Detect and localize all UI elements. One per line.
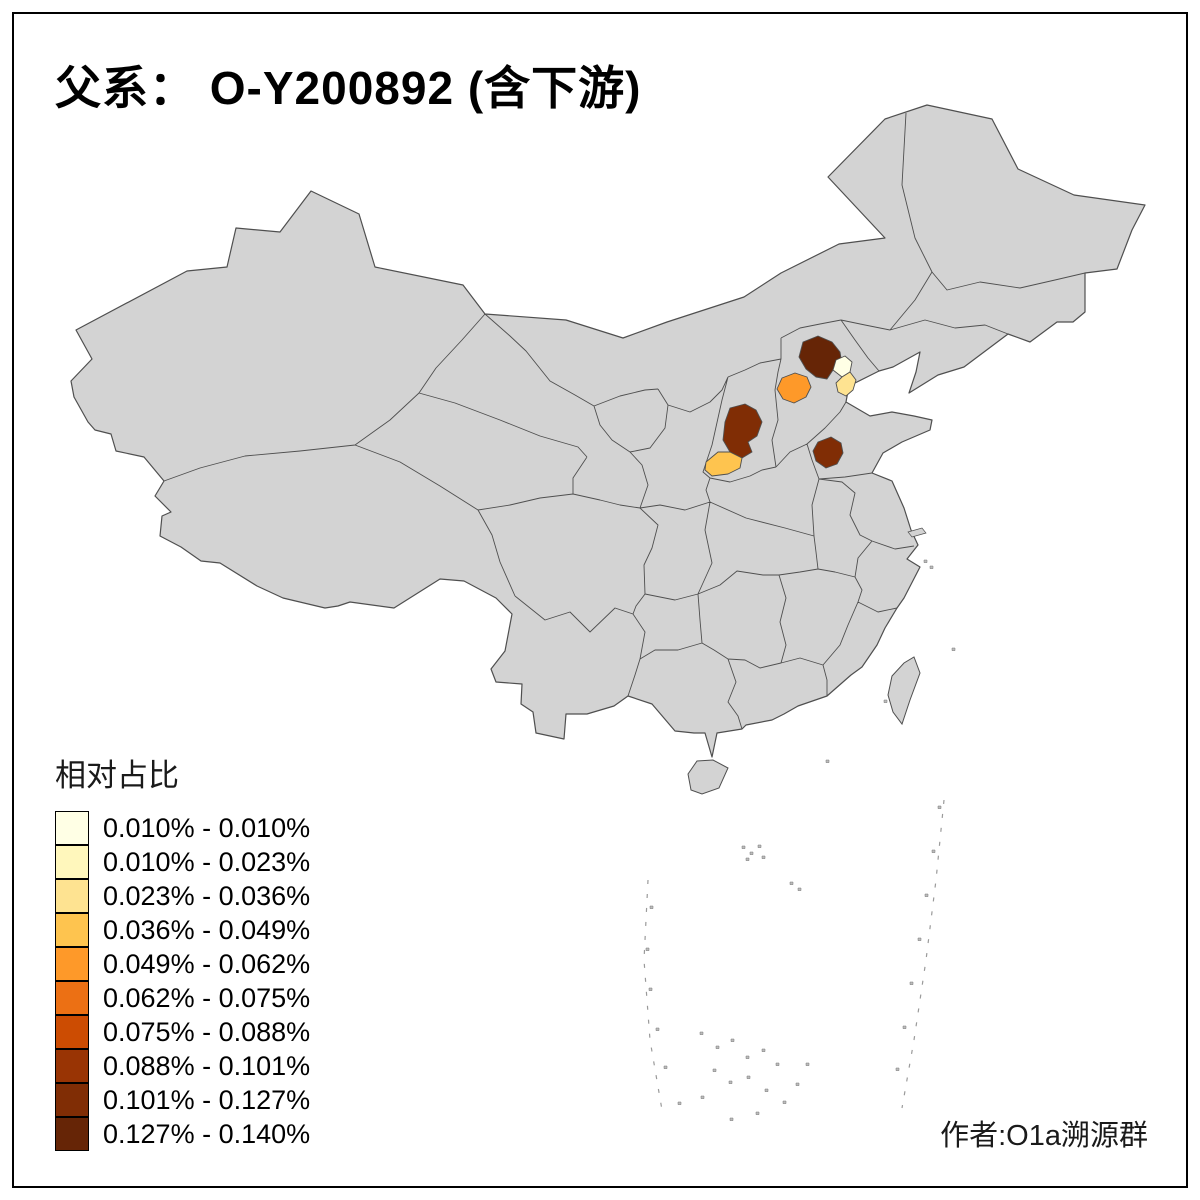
island-taiwan <box>887 656 921 726</box>
island-chongming <box>907 527 927 538</box>
region-tianjin-area <box>835 371 857 397</box>
legend-row: 0.127% - 0.140% <box>55 1117 310 1151</box>
legend-title: 相对占比 <box>55 758 179 793</box>
legend-row: 0.010% - 0.010% <box>55 811 310 845</box>
legend-swatch <box>55 913 89 947</box>
legend-class-label: 0.075% - 0.088% <box>103 1016 311 1047</box>
legend-class-label: 0.088% - 0.101% <box>103 1050 311 1081</box>
legend-swatch <box>55 947 89 981</box>
legend-class-label: 0.062% - 0.075% <box>103 982 311 1013</box>
highlighted-regions <box>704 335 857 477</box>
legend-rows: 0.010% - 0.010% 0.010% - 0.023% 0.023% - 0… <box>55 811 310 1151</box>
legend-swatch <box>55 981 89 1015</box>
legend-row: 0.101% - 0.127% <box>55 1083 310 1117</box>
legend-row: 0.010% - 0.023% <box>55 845 310 879</box>
legend-class-label: 0.023% - 0.036% <box>103 880 311 911</box>
mainland-shape <box>70 104 1146 758</box>
legend-row: 0.023% - 0.036% <box>55 879 310 913</box>
sea-dashed-boundary <box>643 799 945 1111</box>
legend-row: 0.062% - 0.075% <box>55 981 310 1015</box>
legend-class-label: 0.010% - 0.023% <box>103 846 311 877</box>
legend-swatch <box>55 811 89 845</box>
legend-class-label: 0.010% - 0.010% <box>103 812 311 843</box>
legend-row: 0.075% - 0.088% <box>55 1015 310 1049</box>
region-southwest-shanxi <box>704 451 743 477</box>
legend-swatch <box>55 1049 89 1083</box>
legend-swatch <box>55 1083 89 1117</box>
legend-class-label: 0.036% - 0.049% <box>103 914 311 945</box>
island-hainan <box>687 759 729 795</box>
legend-swatch <box>55 845 89 879</box>
legend-class-label: 0.127% - 0.140% <box>103 1118 311 1149</box>
legend-row: 0.036% - 0.049% <box>55 913 310 947</box>
legend-class-label: 0.101% - 0.127% <box>103 1084 311 1115</box>
map-legend: 相对占比 0.010% - 0.010% 0.010% - 0.023% 0.023… <box>55 750 310 1151</box>
legend-row: 0.088% - 0.101% <box>55 1049 310 1083</box>
author-credit: 作者:O1a溯源群 <box>940 1120 1148 1152</box>
region-central-hebei <box>776 372 812 404</box>
region-central-shanxi <box>722 403 763 459</box>
legend-swatch <box>55 879 89 913</box>
legend-swatch <box>55 1015 89 1049</box>
legend-row: 0.049% - 0.062% <box>55 947 310 981</box>
figure-title: 父系： O-Y200892 (含下游) <box>55 62 642 114</box>
region-west-shandong <box>812 436 844 469</box>
south-china-sea-islets <box>645 559 956 1121</box>
province-borders <box>163 112 1086 730</box>
legend-class-label: 0.049% - 0.062% <box>103 948 311 979</box>
legend-swatch <box>55 1117 89 1151</box>
